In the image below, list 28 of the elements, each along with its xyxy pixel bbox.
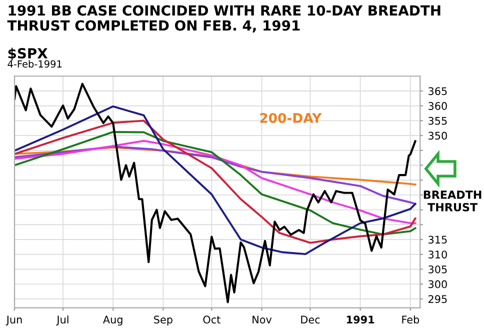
y-tick-label: 350	[428, 132, 447, 140]
line-series	[14, 105, 416, 256]
line-series	[14, 146, 416, 205]
y-tick-label: 310	[428, 250, 447, 258]
y-tick-label: 355	[428, 116, 447, 125]
annotation: 200-DAY	[260, 113, 322, 123]
y-tick-label: 365	[428, 87, 447, 96]
y-tick-label: 300	[428, 280, 447, 288]
x-tick-label: Jul	[56, 315, 68, 326]
x-tick-label: Aug	[103, 316, 122, 326]
x-tick-label: Sep	[154, 316, 172, 326]
y-tick-label: 305	[428, 265, 447, 274]
line-series	[14, 82, 416, 304]
x-tick-label: Nov	[252, 316, 272, 324]
x-tick-label: Feb	[402, 315, 420, 324]
text: BREADTH THRUST	[424, 190, 482, 212]
x-tick-label: Jun	[6, 316, 22, 326]
line-series	[14, 140, 416, 224]
y-tick-label: 360	[428, 102, 447, 110]
chart-title: 1991 BB CASE COINCIDED WITH RARE 10-DAY BREADTH THRUST COMPLETED ON FEB. 4, 1991	[7, 5, 440, 33]
y-tick-label: 315	[428, 236, 447, 244]
line-series	[14, 131, 416, 236]
text: $SPX	[8, 48, 48, 60]
x-tick-label: Dec	[301, 316, 320, 324]
x-tick-label: 1991	[347, 316, 374, 324]
x-tick-label: Oct	[203, 316, 220, 324]
y-tick-label: 295	[428, 295, 447, 304]
text: 4-Feb-1991	[8, 60, 62, 68]
